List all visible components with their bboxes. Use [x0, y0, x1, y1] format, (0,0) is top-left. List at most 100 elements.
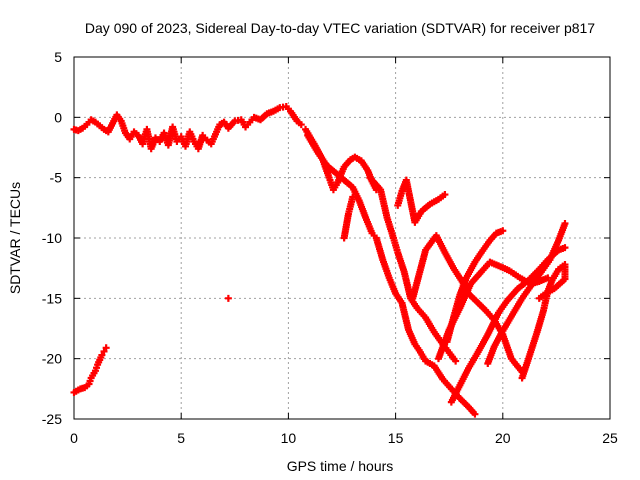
track-marker — [525, 284, 533, 292]
track-marker — [261, 111, 269, 119]
track-marker — [378, 254, 386, 262]
track-marker — [332, 181, 340, 189]
track-marker — [295, 119, 303, 127]
y-axis-label: SDTVAR / TECUs — [7, 182, 23, 294]
track-marker — [485, 238, 493, 246]
track-marker — [292, 115, 300, 123]
track-marker — [559, 244, 567, 252]
track-marker — [284, 105, 292, 113]
track-marker — [424, 202, 432, 210]
axis-ticks: 0 5 10 15 20 25 5 0 -5 -10 -15 -20 -25 — [42, 49, 618, 446]
track-marker — [539, 309, 547, 317]
track-marker — [324, 171, 332, 179]
track-marker — [393, 246, 401, 254]
track-marker — [439, 192, 447, 200]
track-marker — [561, 273, 569, 281]
track-marker — [514, 272, 522, 280]
track-marker — [397, 189, 405, 197]
track-marker — [537, 293, 545, 301]
track-marker — [399, 266, 407, 274]
track-marker — [267, 108, 275, 116]
track-marker — [491, 231, 499, 239]
track-marker — [446, 383, 454, 391]
y-tick-label: -5 — [50, 170, 63, 186]
track-marker — [313, 148, 321, 156]
chart-title: Day 090 of 2023, Sidereal Day-to-day VTE… — [85, 20, 595, 36]
track-marker — [444, 347, 452, 355]
data-point — [102, 344, 110, 352]
track-marker — [507, 352, 515, 360]
y-tick-label: 0 — [54, 109, 62, 125]
track-marker — [497, 228, 505, 236]
track-marker — [95, 358, 103, 366]
track-marker — [382, 211, 390, 219]
track-marker — [480, 305, 488, 313]
track-marker — [345, 157, 353, 165]
y-tick-label: -25 — [42, 411, 62, 427]
track-marker — [74, 386, 82, 394]
track-marker — [244, 121, 252, 129]
track-marker — [414, 344, 422, 352]
track-marker — [339, 165, 347, 173]
track-marker — [404, 323, 412, 331]
track-marker — [210, 133, 218, 141]
track-marker — [89, 117, 97, 125]
y-tick-label: 5 — [54, 49, 62, 65]
track-marker — [536, 270, 544, 278]
track-marker — [476, 250, 484, 258]
track-marker — [438, 373, 446, 381]
track-marker — [492, 261, 500, 269]
track-marker — [547, 278, 555, 286]
track-marker — [524, 357, 532, 365]
track-marker — [201, 134, 209, 142]
track-marker — [348, 195, 356, 203]
track-marker — [432, 197, 440, 205]
track-marker — [416, 210, 424, 218]
data-points — [70, 102, 569, 418]
track-marker — [462, 276, 470, 284]
track-marker — [279, 103, 287, 111]
track-marker — [121, 127, 129, 135]
x-tick-label: 20 — [495, 430, 511, 446]
track-marker — [384, 272, 392, 280]
x-tick-label: 5 — [177, 430, 185, 446]
track-marker — [354, 194, 362, 202]
track-marker — [86, 377, 94, 385]
track-marker — [234, 116, 242, 124]
data-point — [224, 294, 232, 302]
data-point — [100, 347, 108, 355]
track-marker — [444, 328, 452, 336]
track-marker — [132, 130, 140, 138]
track-marker — [367, 227, 375, 235]
track-marker — [469, 408, 477, 416]
track-marker — [496, 333, 504, 341]
track-marker — [410, 338, 418, 346]
track-marker — [455, 383, 463, 391]
track-marker — [517, 296, 525, 304]
track-marker — [397, 297, 405, 305]
track-marker — [85, 118, 93, 126]
track-marker — [415, 272, 423, 280]
track-marker — [391, 287, 399, 295]
track-marker — [463, 366, 471, 374]
track-marker — [412, 302, 420, 310]
track-marker — [502, 299, 510, 307]
track-marker — [189, 135, 197, 143]
track-marker — [93, 364, 101, 372]
track-marker — [215, 123, 223, 131]
track-marker — [90, 369, 98, 377]
track-marker — [375, 184, 383, 192]
track-marker — [76, 125, 84, 133]
track-marker — [506, 314, 514, 322]
y-tick-label: -20 — [42, 351, 62, 367]
track-marker — [429, 326, 437, 334]
track-marker — [560, 222, 568, 230]
track-marker — [81, 122, 89, 130]
track-marker — [421, 248, 429, 256]
y-tick-label: -15 — [42, 290, 62, 306]
track-marker — [94, 120, 102, 128]
track-marker — [545, 258, 553, 266]
track-marker — [552, 283, 560, 291]
track-marker — [470, 260, 478, 268]
